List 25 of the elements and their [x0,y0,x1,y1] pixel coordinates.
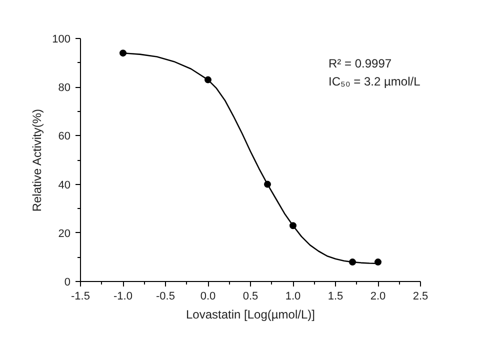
x-tick-label: 2.0 [370,290,386,302]
y-tick-label: 100 [52,34,71,46]
x-tick-label: 0.5 [242,290,258,302]
annotation: R² = 0.9997 [328,56,392,70]
x-tick-label: 1.5 [328,290,344,302]
x-tick-label: -1.5 [71,290,90,302]
y-tick-label: 40 [58,179,71,192]
point [204,76,212,84]
y-tick-label: 60 [58,130,71,143]
x-tick-label: 1.0 [285,290,301,302]
y-tick-label: 80 [58,82,71,94]
point [290,222,296,230]
x-tick-label: -1.0 [114,290,132,302]
point [374,258,382,266]
y-axis-title: Relative Activity(%) [30,108,44,212]
point [349,258,356,266]
y-tick-label: 20 [58,228,71,240]
x-axis-title: Lovastatin [Log(µmol/L)] [186,308,315,322]
point [264,180,271,188]
x-tick-label: 2.5 [412,290,428,302]
annotation: IC₅₀ = 3.2 µmol/L [328,74,421,88]
point [120,50,126,57]
y-tick-label: 0 [64,276,71,288]
x-tick-label: 0.0 [200,290,216,302]
x-tick-label: -0.5 [156,290,175,302]
